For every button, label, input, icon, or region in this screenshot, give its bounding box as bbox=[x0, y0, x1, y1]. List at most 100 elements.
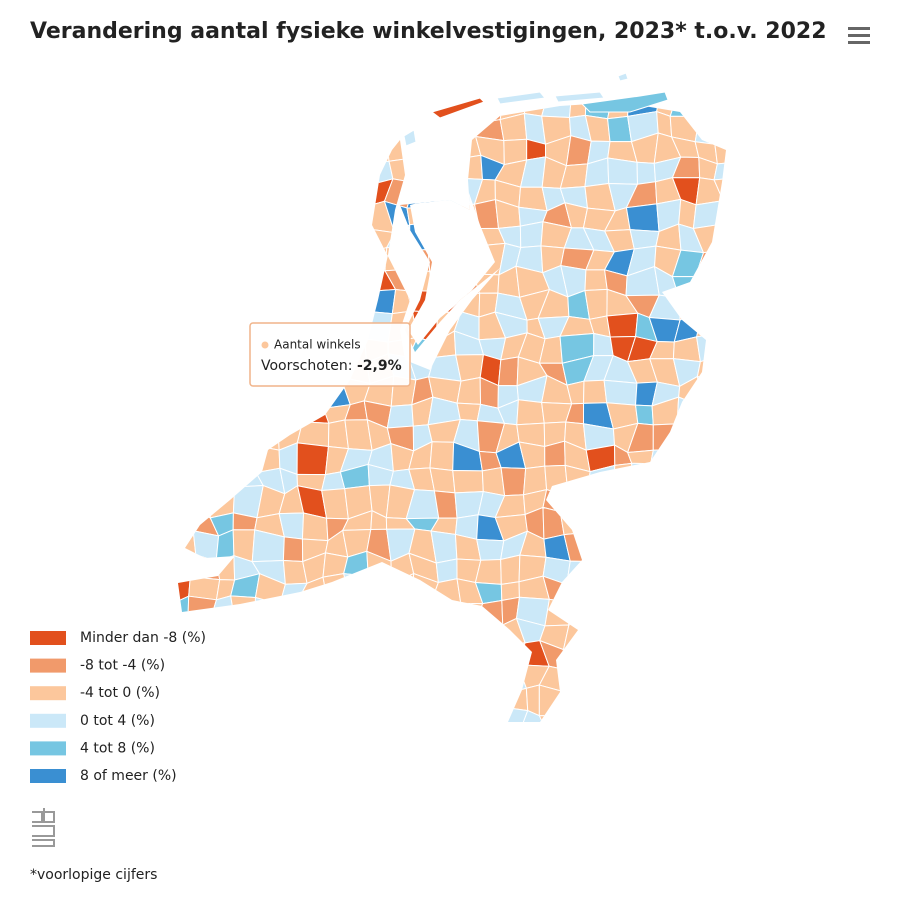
municipality bbox=[583, 379, 608, 404]
chart-title: Verandering aantal fysieke winkelvestigi… bbox=[30, 19, 827, 44]
municipality bbox=[518, 709, 549, 722]
municipality bbox=[432, 647, 458, 662]
tooltip-marker bbox=[261, 341, 269, 349]
municipality bbox=[178, 493, 193, 512]
municipality bbox=[693, 447, 722, 470]
municipality bbox=[408, 249, 431, 272]
menu-button[interactable] bbox=[845, 24, 871, 46]
municipality bbox=[716, 352, 726, 385]
legend-swatch bbox=[30, 631, 66, 645]
municipality bbox=[449, 711, 484, 722]
municipality bbox=[326, 598, 353, 628]
municipality bbox=[195, 269, 220, 297]
municipality bbox=[516, 399, 545, 426]
island bbox=[496, 91, 546, 105]
municipality bbox=[276, 222, 308, 253]
municipality bbox=[720, 332, 726, 356]
municipality bbox=[191, 184, 219, 205]
municipality bbox=[699, 709, 725, 722]
municipality bbox=[716, 289, 726, 319]
municipality bbox=[229, 444, 258, 474]
municipality bbox=[429, 158, 461, 183]
municipality bbox=[339, 162, 374, 186]
municipality bbox=[262, 690, 282, 716]
municipality bbox=[207, 102, 242, 120]
municipality bbox=[544, 598, 570, 627]
municipality bbox=[456, 402, 482, 422]
municipality bbox=[500, 554, 521, 585]
municipality bbox=[454, 660, 476, 694]
municipality bbox=[384, 618, 409, 648]
municipality bbox=[218, 288, 240, 318]
municipality bbox=[178, 530, 197, 560]
municipality bbox=[584, 560, 616, 582]
municipality bbox=[634, 404, 654, 426]
municipality bbox=[434, 688, 456, 713]
municipality bbox=[344, 663, 375, 686]
island bbox=[554, 91, 605, 103]
municipality bbox=[694, 421, 723, 451]
municipality bbox=[652, 423, 683, 451]
municipality bbox=[178, 340, 199, 361]
municipality bbox=[339, 269, 375, 299]
municipality bbox=[318, 662, 347, 688]
island bbox=[430, 97, 485, 119]
municipality bbox=[713, 553, 726, 582]
municipality bbox=[630, 462, 655, 488]
municipality bbox=[723, 640, 726, 667]
municipality bbox=[716, 272, 726, 299]
municipality bbox=[412, 134, 440, 164]
municipality bbox=[716, 427, 726, 451]
municipality bbox=[178, 508, 194, 532]
municipality bbox=[724, 487, 726, 514]
municipality bbox=[178, 265, 199, 297]
municipality bbox=[178, 682, 196, 717]
municipality bbox=[230, 595, 256, 630]
municipality bbox=[213, 663, 239, 688]
municipality bbox=[648, 684, 678, 718]
municipality bbox=[701, 580, 723, 604]
municipality bbox=[178, 314, 199, 343]
municipality bbox=[317, 137, 351, 167]
municipality bbox=[277, 714, 306, 722]
municipality bbox=[213, 381, 239, 408]
municipality bbox=[406, 645, 436, 671]
municipality bbox=[252, 707, 282, 722]
municipality bbox=[253, 384, 279, 408]
municipality bbox=[186, 203, 219, 232]
municipality bbox=[178, 661, 193, 696]
municipality bbox=[190, 682, 215, 716]
island bbox=[580, 91, 669, 113]
municipality bbox=[253, 176, 281, 209]
municipality bbox=[366, 288, 397, 315]
municipality bbox=[429, 467, 456, 494]
municipality bbox=[456, 376, 482, 405]
municipality bbox=[295, 222, 327, 253]
municipality bbox=[178, 203, 196, 233]
municipality bbox=[695, 309, 723, 338]
municipality bbox=[635, 597, 658, 625]
municipality bbox=[178, 155, 193, 187]
municipality bbox=[190, 374, 218, 398]
municipality bbox=[696, 665, 726, 694]
municipality bbox=[498, 687, 529, 712]
municipality bbox=[231, 225, 263, 251]
municipality bbox=[318, 267, 343, 299]
municipality bbox=[238, 114, 261, 146]
municipality bbox=[319, 102, 345, 117]
municipality bbox=[716, 708, 726, 722]
municipality bbox=[210, 465, 236, 490]
municipality bbox=[647, 517, 683, 540]
municipality bbox=[238, 102, 264, 118]
municipality bbox=[258, 102, 279, 118]
municipality bbox=[185, 102, 211, 120]
municipality bbox=[713, 599, 726, 629]
municipality bbox=[178, 466, 190, 496]
municipality bbox=[392, 102, 418, 119]
municipality bbox=[209, 418, 242, 446]
municipality bbox=[208, 331, 240, 365]
municipality bbox=[672, 706, 704, 722]
municipality bbox=[208, 361, 239, 386]
municipality bbox=[612, 462, 633, 498]
municipality bbox=[717, 405, 726, 431]
